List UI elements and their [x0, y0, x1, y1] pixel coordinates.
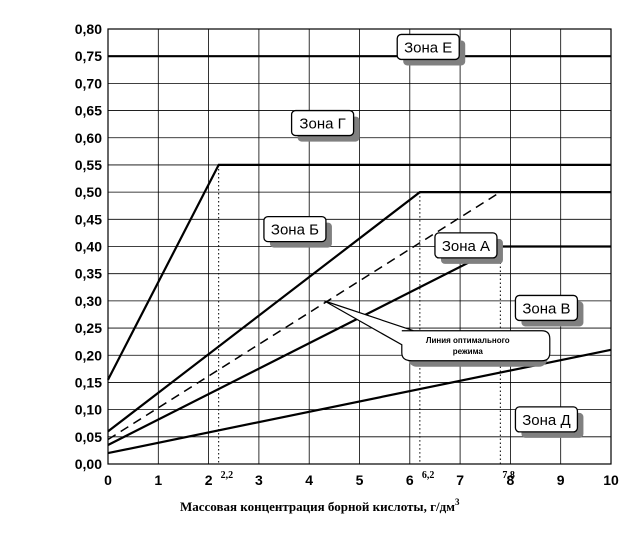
zone-label-text: Зона Б: [271, 222, 319, 239]
zone-label-frame: [514, 406, 579, 433]
zone-label-text: Зона Д: [522, 412, 570, 429]
y-tick-label: 0,35: [75, 266, 102, 282]
callout-frame: [323, 300, 551, 362]
series-line-2: [107, 163, 611, 381]
zone-label-box: Зона Е: [396, 33, 466, 66]
zone-label-text: Зона А: [442, 238, 490, 255]
zone-label-frame: [290, 109, 355, 137]
zone-label-frame: [514, 294, 579, 322]
zone-label-text: Зона Е: [404, 39, 452, 56]
zone-label-box: Зона Д: [514, 406, 584, 438]
y-tick-label: 0,45: [75, 211, 102, 227]
x-tick-label: 7: [456, 472, 464, 488]
series-line-4: [107, 191, 501, 441]
series-line-3: [107, 191, 611, 433]
zone-label-frame: [396, 33, 460, 61]
x-tick-label: 1: [154, 472, 162, 488]
y-tick-label: 0,50: [75, 184, 102, 200]
callout-text-line: Линия оптимального: [426, 336, 510, 345]
y-tick-labels: 0,00 0,05 0,10 0,15 0,20 0,25 0,30 0,35 0,40 0,45…: [75, 21, 102, 472]
zone-label-box: Зона А: [434, 232, 503, 264]
reference-label: 7,8: [502, 470, 514, 481]
x-tick-label: 0: [104, 472, 112, 488]
x-tick-label: 5: [356, 472, 364, 488]
y-tick-label: 0,25: [75, 320, 102, 336]
x-axis-title-sup: 3: [455, 497, 460, 507]
x-tick-label: 10: [603, 472, 619, 488]
callout-text-line: режима: [453, 347, 484, 356]
reference-label: 2,2: [221, 470, 234, 481]
optimal-line-callout: Линия оптимального режима: [323, 300, 551, 367]
y-tick-label: 0,30: [75, 293, 102, 309]
x-axis-title: Массовая концентрация борной кислоты, г/…: [180, 497, 460, 514]
plot-frame: [107, 28, 612, 465]
x-tick-labels: 0 1 2 3 4 5 6 7 8 9 10: [104, 472, 619, 488]
reference-label: 6,2: [422, 470, 435, 481]
y-tick-label: 0,55: [75, 157, 102, 173]
zone-label-box: Зона Г: [290, 109, 360, 142]
y-tick-label: 0,40: [75, 239, 102, 255]
y-tick-label: 0,75: [75, 48, 102, 64]
x-tick-label: 8: [507, 472, 515, 488]
x-tick-label: 9: [557, 472, 565, 488]
x-tick-label: 6: [406, 472, 414, 488]
y-tick-label: 0,10: [75, 402, 102, 418]
zone-label-text: Зона В: [522, 300, 570, 317]
zone-labels: Зона Е Зона Г Зона Б Зона А Зона В Зона Д: [263, 33, 584, 438]
x-axis-title-text: Массовая концентрация борной кислоты, г/…: [180, 499, 455, 514]
series-lines: [107, 55, 612, 455]
y-tick-label: 0,15: [75, 374, 102, 390]
y-tick-label: 0,60: [75, 130, 102, 146]
x-tick-label: 4: [305, 472, 313, 488]
zone-label-frame: [434, 232, 498, 259]
y-tick-label: 0,70: [75, 75, 102, 91]
x-tick-label: 2: [205, 472, 213, 488]
grid: [108, 29, 611, 464]
zone-label-box: Зона В: [514, 294, 584, 327]
reference-labels: 2,2 6,2 7,8: [221, 470, 515, 481]
zone-label-text: Зона Г: [299, 116, 345, 133]
y-tick-label: 0,05: [75, 429, 102, 445]
zone-label-box: Зона Б: [263, 215, 332, 248]
series-line-6: [107, 348, 612, 455]
x-tick-label: 3: [255, 472, 263, 488]
y-tick-label: 0,20: [75, 347, 102, 363]
y-tick-label: 0,80: [75, 21, 102, 37]
y-tick-label: 0,00: [75, 456, 102, 472]
zone-label-frame: [263, 215, 327, 243]
y-tick-label: 0,65: [75, 103, 102, 119]
